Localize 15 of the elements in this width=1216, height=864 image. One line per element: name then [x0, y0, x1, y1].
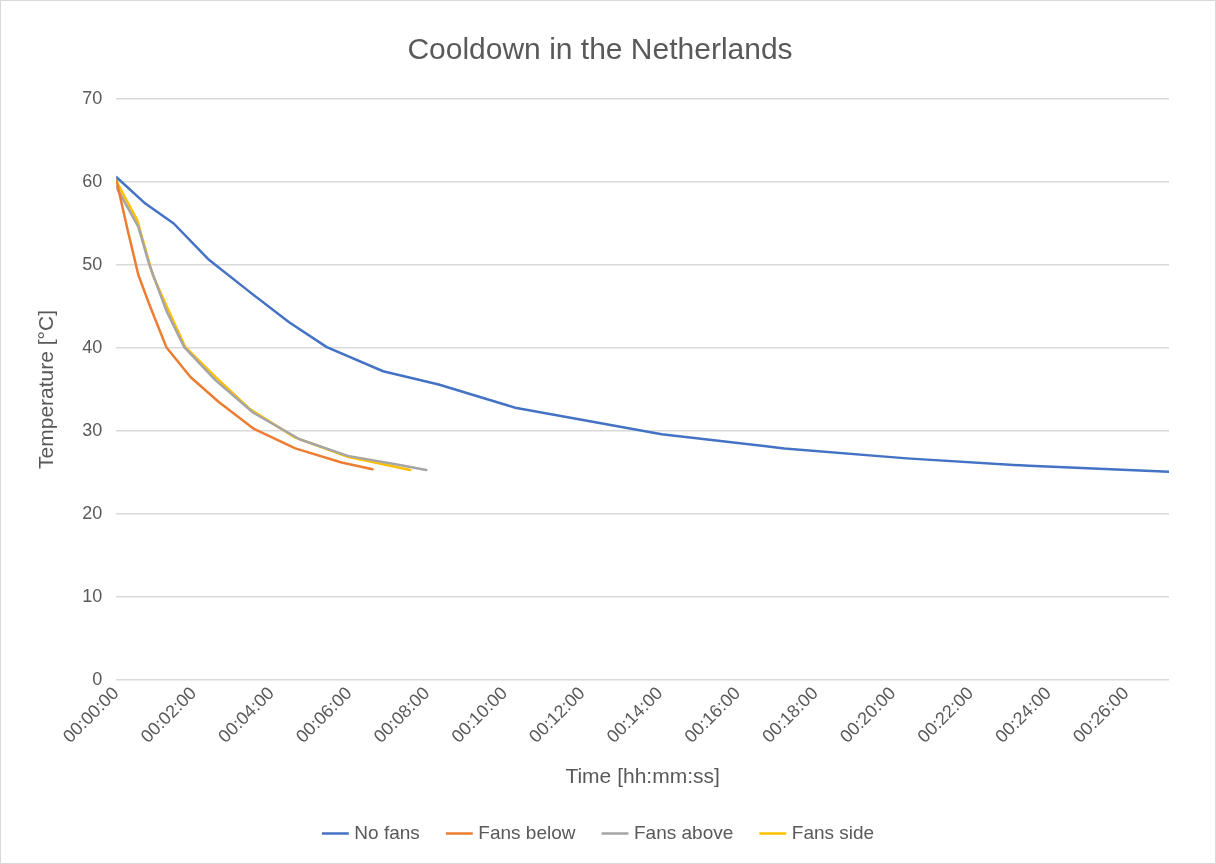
x-axis-title: Time [hh:mm:ss] — [565, 764, 720, 788]
y-tick-label: 60 — [82, 170, 103, 191]
y-tick-label: 40 — [82, 336, 103, 357]
legend-label: Fans below — [478, 821, 576, 843]
y-tick-label: 0 — [92, 668, 103, 689]
legend-label: No fans — [354, 821, 420, 843]
legend-label: Fans side — [791, 821, 875, 843]
y-tick-label: 70 — [82, 87, 103, 108]
legend-label: Fans above — [633, 821, 734, 843]
y-tick-label: 10 — [82, 585, 103, 606]
y-tick-label: 50 — [82, 253, 103, 274]
y-tick-label: 30 — [82, 419, 103, 440]
y-axis-title: Temperature [°C] — [34, 310, 58, 469]
y-tick-label: 20 — [82, 502, 103, 523]
chart-title: Cooldown in the Netherlands — [407, 32, 793, 66]
